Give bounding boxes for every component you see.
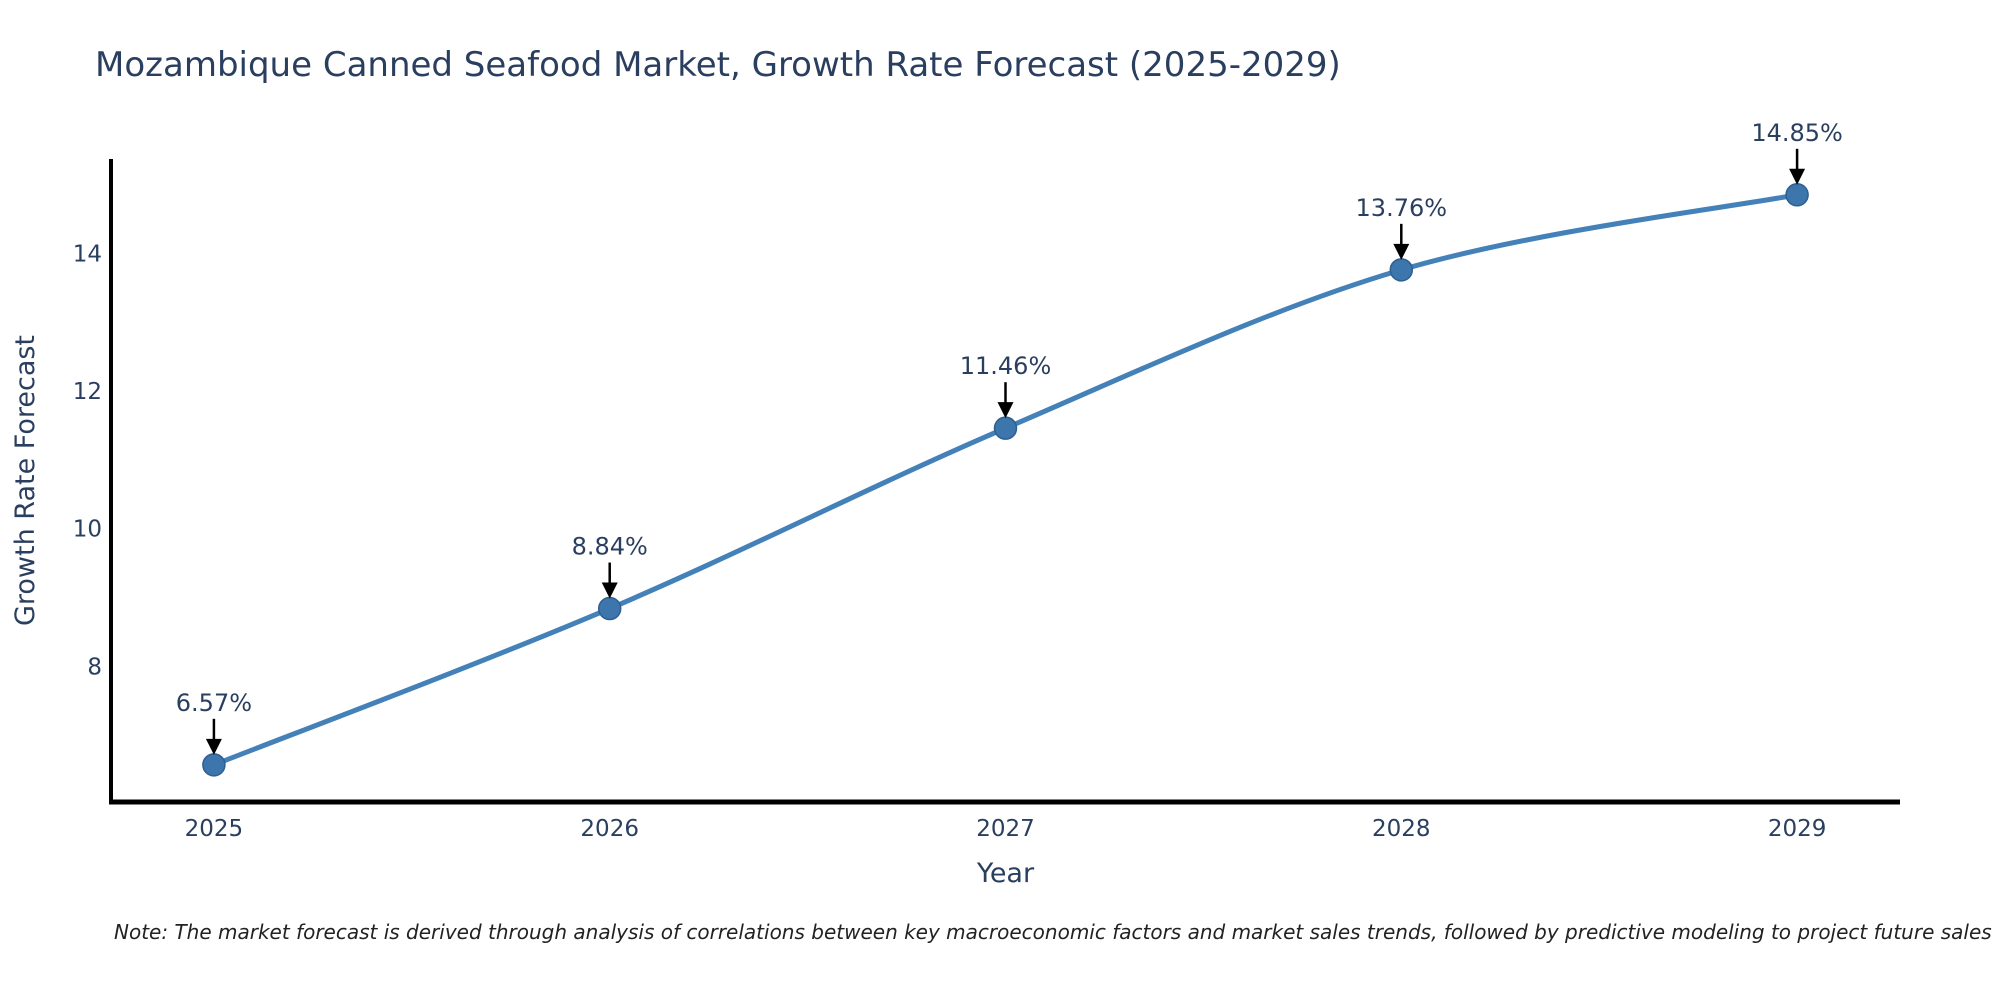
data-point-label: 6.57%	[176, 689, 252, 717]
annotation-arrow-head	[1393, 243, 1410, 260]
annotation-arrow-head	[205, 738, 222, 755]
y-axis-title: Growth Rate Forecast	[10, 335, 41, 626]
x-tick-label: 2029	[1768, 816, 1827, 842]
forecast-line	[211, 192, 1800, 768]
x-tick-label: 2025	[185, 816, 244, 842]
y-tick-label: 12	[73, 379, 102, 405]
data-point-marker	[1785, 183, 1809, 207]
data-point-marker	[993, 416, 1018, 440]
data-point-marker	[597, 596, 622, 621]
x-axis-title: Year	[976, 858, 1035, 889]
data-point-label: 8.84%	[572, 533, 648, 561]
annotation-arrow-head	[1789, 168, 1806, 185]
data-point-label: 13.76%	[1356, 194, 1448, 222]
chart-title: Mozambique Canned Seafood Market, Growth…	[95, 45, 1341, 85]
data-point-marker	[1389, 258, 1414, 282]
y-tick-label: 8	[87, 654, 102, 680]
y-tick-label: 10	[73, 517, 102, 543]
x-tick-label: 2028	[1372, 816, 1431, 842]
annotation-arrow-head	[601, 582, 618, 599]
data-point-marker	[202, 753, 226, 777]
chart-footnote: Note: The market forecast is derived thr…	[114, 920, 1992, 944]
x-tick-label: 2027	[976, 816, 1035, 842]
data-point-label: 11.46%	[960, 352, 1052, 380]
annotation-arrow-head	[997, 402, 1014, 419]
data-point-label: 14.85%	[1751, 119, 1843, 147]
y-tick-label: 14	[73, 241, 102, 267]
x-tick-label: 2026	[580, 816, 639, 842]
